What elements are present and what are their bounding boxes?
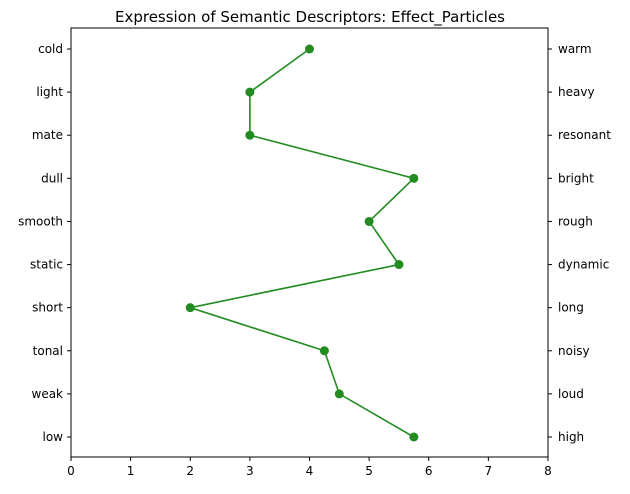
data-point (334, 389, 344, 399)
x-tick-label: 3 (246, 464, 254, 478)
y-right-label: noisy (558, 344, 590, 358)
y-left-label: weak (32, 387, 64, 401)
y-right-label: heavy (558, 85, 595, 99)
y-left-label: mate (32, 128, 63, 142)
plot-area: 0 1 2 3 4 5 6 7 8 cold light mate dull smooth static sh… (18, 27, 611, 478)
x-tick-label: 6 (425, 464, 433, 478)
data-point (185, 303, 195, 313)
y-left-label: light (36, 85, 63, 99)
plot-frame (70, 27, 549, 458)
y-right-label: warm (558, 42, 592, 56)
x-tick-label: 5 (365, 464, 373, 478)
data-point (319, 346, 329, 356)
y-right-label: bright (558, 171, 594, 185)
x-tick-label: 0 (67, 464, 75, 478)
y-right-label: rough (558, 214, 593, 228)
chart-title: Expression of Semantic Descriptors: Effe… (115, 8, 505, 27)
y-right-label: loud (558, 387, 584, 401)
series-line (187, 48, 416, 438)
data-point (245, 87, 255, 97)
y-left-label: cold (38, 42, 63, 56)
y-right-label: high (558, 430, 584, 444)
y-left-label: dull (41, 171, 63, 185)
data-point (305, 44, 314, 54)
y-left-label: smooth (18, 214, 63, 228)
y-right-label: resonant (558, 128, 611, 142)
y-left-label: low (43, 430, 64, 444)
y-right-label: dynamic (558, 258, 609, 272)
data-point (409, 173, 419, 183)
y-left-label: short (32, 301, 63, 315)
x-tick-label: 1 (127, 464, 135, 478)
data-point (409, 432, 419, 442)
x-tick-label: 8 (544, 464, 552, 478)
data-point (364, 216, 374, 226)
y-left-label: tonal (33, 344, 63, 358)
data-point (394, 260, 404, 270)
y-right-label: long (558, 301, 584, 315)
x-tick-label: 7 (485, 464, 493, 478)
x-tick-label: 4 (306, 464, 314, 478)
y-left-label: static (30, 258, 63, 272)
data-point (245, 130, 255, 140)
x-tick-label: 2 (186, 464, 194, 478)
